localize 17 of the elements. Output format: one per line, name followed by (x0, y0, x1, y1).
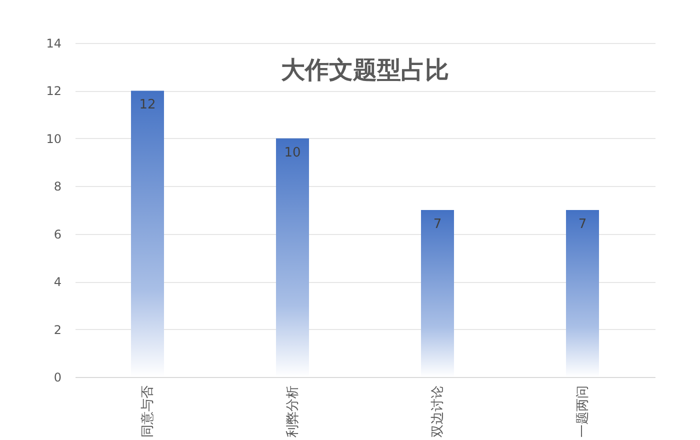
y-tick-label: 4 (54, 275, 62, 290)
y-tick-label: 14 (46, 36, 62, 50)
text: 大作文题型占比 (281, 56, 449, 84)
x-tick-label: 同意与否 (140, 386, 156, 438)
x-tick-label: 一题两问 (576, 386, 590, 438)
data-label: 12 (139, 98, 156, 113)
y-tick-label: 0 (54, 370, 62, 384)
y-tick-label: 12 (46, 84, 62, 98)
data-label: 7 (578, 217, 587, 232)
data-label: 7 (433, 217, 442, 232)
y-tick-label: 2 (54, 322, 62, 337)
y-tick-label: 8 (54, 180, 62, 194)
y-tick-label: 10 (46, 132, 62, 146)
x-tick-label: 利弊分析 (286, 386, 300, 438)
y-tick-label: 6 (54, 227, 62, 242)
x-tick-label: 双边讨论 (430, 386, 446, 438)
data-label: 10 (284, 145, 301, 160)
